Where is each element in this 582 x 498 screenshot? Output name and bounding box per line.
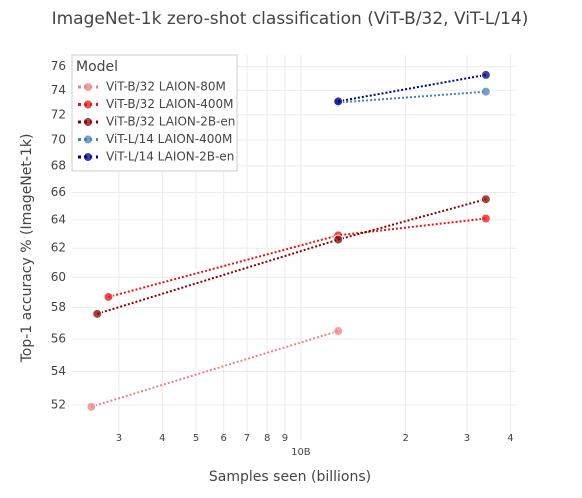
y-tick-label: 68: [51, 158, 66, 172]
data-point: [480, 213, 491, 224]
legend-label: ViT-L/14 LAION-2B-en: [106, 150, 234, 164]
data-point: [480, 194, 491, 205]
legend-marker: [83, 99, 93, 110]
legend-label: ViT-B/32 LAION-80M: [106, 80, 226, 94]
data-point: [86, 401, 97, 412]
series-line: [338, 73, 487, 103]
series-line: [338, 90, 486, 104]
x-tick-label: 7: [244, 433, 250, 444]
y-tick-label: 62: [51, 241, 66, 255]
data-point: [103, 291, 114, 302]
chart-title: ImageNet-1k zero-shot classification (Vi…: [52, 9, 529, 29]
x-tick-label: 4: [159, 433, 165, 444]
x-tick-label: 9: [282, 433, 288, 444]
x-tick-label: 10B: [291, 447, 311, 458]
legend-marker: [83, 134, 93, 145]
y-tick-label: 64: [51, 212, 66, 226]
x-axis-label: Samples seen (billions): [209, 469, 371, 485]
legend-title: Model: [76, 59, 118, 75]
y-tick-label: 72: [51, 107, 66, 121]
y-tick-label: 76: [51, 59, 66, 73]
legend-label: ViT-B/32 LAION-400M: [106, 97, 234, 111]
x-tick-label: 3: [464, 433, 470, 444]
data-point: [333, 96, 344, 107]
data-point: [333, 234, 344, 245]
x-tick-label: 5: [193, 433, 199, 444]
y-axis-label: Top-1 accuracy % (ImageNet-1k): [19, 134, 35, 364]
x-tick-label: 3: [116, 433, 122, 444]
x-tick-label: 8: [264, 433, 270, 444]
series-line: [91, 330, 339, 408]
x-tick-label: 6: [220, 433, 226, 444]
legend-marker: [83, 117, 93, 127]
data-point: [480, 86, 491, 97]
y-tick-label: 66: [51, 185, 66, 199]
y-tick-label: 52: [51, 398, 66, 412]
y-tick-label: 56: [51, 331, 66, 345]
series-line: [108, 217, 486, 298]
legend-marker: [83, 82, 93, 92]
x-tick-label: 4: [507, 433, 513, 444]
data-point: [92, 308, 103, 319]
legend-label: ViT-L/14 LAION-400M: [106, 132, 232, 146]
y-tick-label: 60: [51, 270, 66, 284]
legend-label: ViT-B/32 LAION-2B-en: [106, 115, 235, 129]
legend-marker: [83, 152, 93, 162]
data-point: [480, 69, 491, 80]
y-tick-label: 58: [51, 300, 66, 314]
series-line: [96, 198, 487, 315]
y-tick-label: 54: [51, 364, 66, 378]
x-tick-label: 2: [402, 433, 408, 444]
data-point: [333, 326, 344, 337]
y-tick-label: 70: [51, 132, 66, 146]
y-tick-label: 74: [51, 83, 66, 97]
legend-box: [71, 54, 238, 172]
